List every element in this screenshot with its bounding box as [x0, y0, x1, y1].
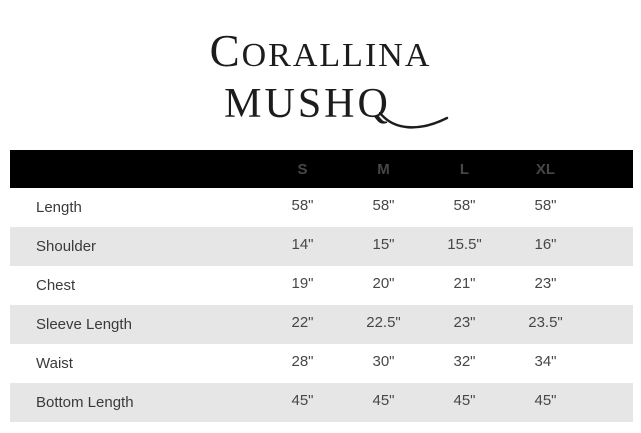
- table-header-row: S M L XL: [10, 150, 633, 188]
- size-value-cell: 19": [291, 275, 314, 292]
- size-value-cell: 23.5": [528, 314, 563, 331]
- size-value-cell: 21": [453, 275, 476, 292]
- size-value-cell: 20": [372, 275, 395, 292]
- size-value-cell: 15.5": [447, 236, 482, 253]
- size-value-cell: 34": [534, 353, 557, 370]
- size-value-cell: 28": [291, 353, 314, 370]
- column-header-xl: XL: [535, 160, 556, 178]
- row-label: Bottom Length: [36, 394, 134, 411]
- column-header-m: M: [377, 160, 390, 178]
- table-row-waist: Waist 28" 30" 32" 34": [10, 344, 633, 383]
- size-value-cell: 16": [534, 236, 557, 253]
- size-value-cell: 22": [291, 314, 314, 331]
- table-row-bottom-length: Bottom Length 45" 45" 45" 45": [10, 383, 633, 422]
- size-value-cell: 45": [534, 392, 557, 409]
- brand-name-text: MUSHQ: [224, 80, 391, 127]
- size-value-cell: 45": [291, 392, 314, 409]
- size-value-cell: 45": [453, 392, 476, 409]
- brand-name-row: MUSHQ: [0, 80, 641, 129]
- table-row-chest: Chest 19" 20" 21" 23": [10, 266, 633, 305]
- row-label: Length: [36, 199, 82, 216]
- collection-title: Corallina: [209, 26, 432, 76]
- size-value-cell: 58": [453, 197, 476, 214]
- brand-header: Corallina MUSHQ: [0, 0, 641, 150]
- size-value-cell: 22.5": [366, 314, 401, 331]
- size-value-cell: 23": [534, 275, 557, 292]
- size-value-cell: 58": [534, 197, 557, 214]
- size-chart-table: S M L XL Length 58" 58" 58" 58" Shoulder…: [10, 150, 633, 422]
- table-row-shoulder: Shoulder 14" 15" 15.5" 16": [10, 227, 633, 266]
- table-row-length: Length 58" 58" 58" 58": [10, 188, 633, 227]
- size-value-cell: 14": [291, 236, 314, 253]
- size-value-cell: 58": [372, 197, 395, 214]
- size-value-cell: 58": [291, 197, 314, 214]
- column-header-l: L: [459, 160, 470, 178]
- row-label: Chest: [36, 277, 76, 294]
- row-label: Waist: [36, 355, 73, 372]
- row-label: Shoulder: [36, 238, 97, 255]
- size-value-cell: 23": [453, 314, 476, 331]
- size-value-cell: 45": [372, 392, 395, 409]
- table-body: Length 58" 58" 58" 58" Shoulder 14" 15" …: [10, 188, 633, 422]
- size-value-cell: 30": [372, 353, 395, 370]
- table-row-sleeve-length: Sleeve Length 22" 22.5" 23" 23.5": [10, 305, 633, 344]
- brand-name: MUSHQ: [224, 80, 449, 129]
- column-header-s: S: [297, 160, 308, 178]
- size-value-cell: 15": [372, 236, 395, 253]
- row-label: Sleeve Length: [36, 316, 132, 333]
- size-value-cell: 32": [453, 353, 476, 370]
